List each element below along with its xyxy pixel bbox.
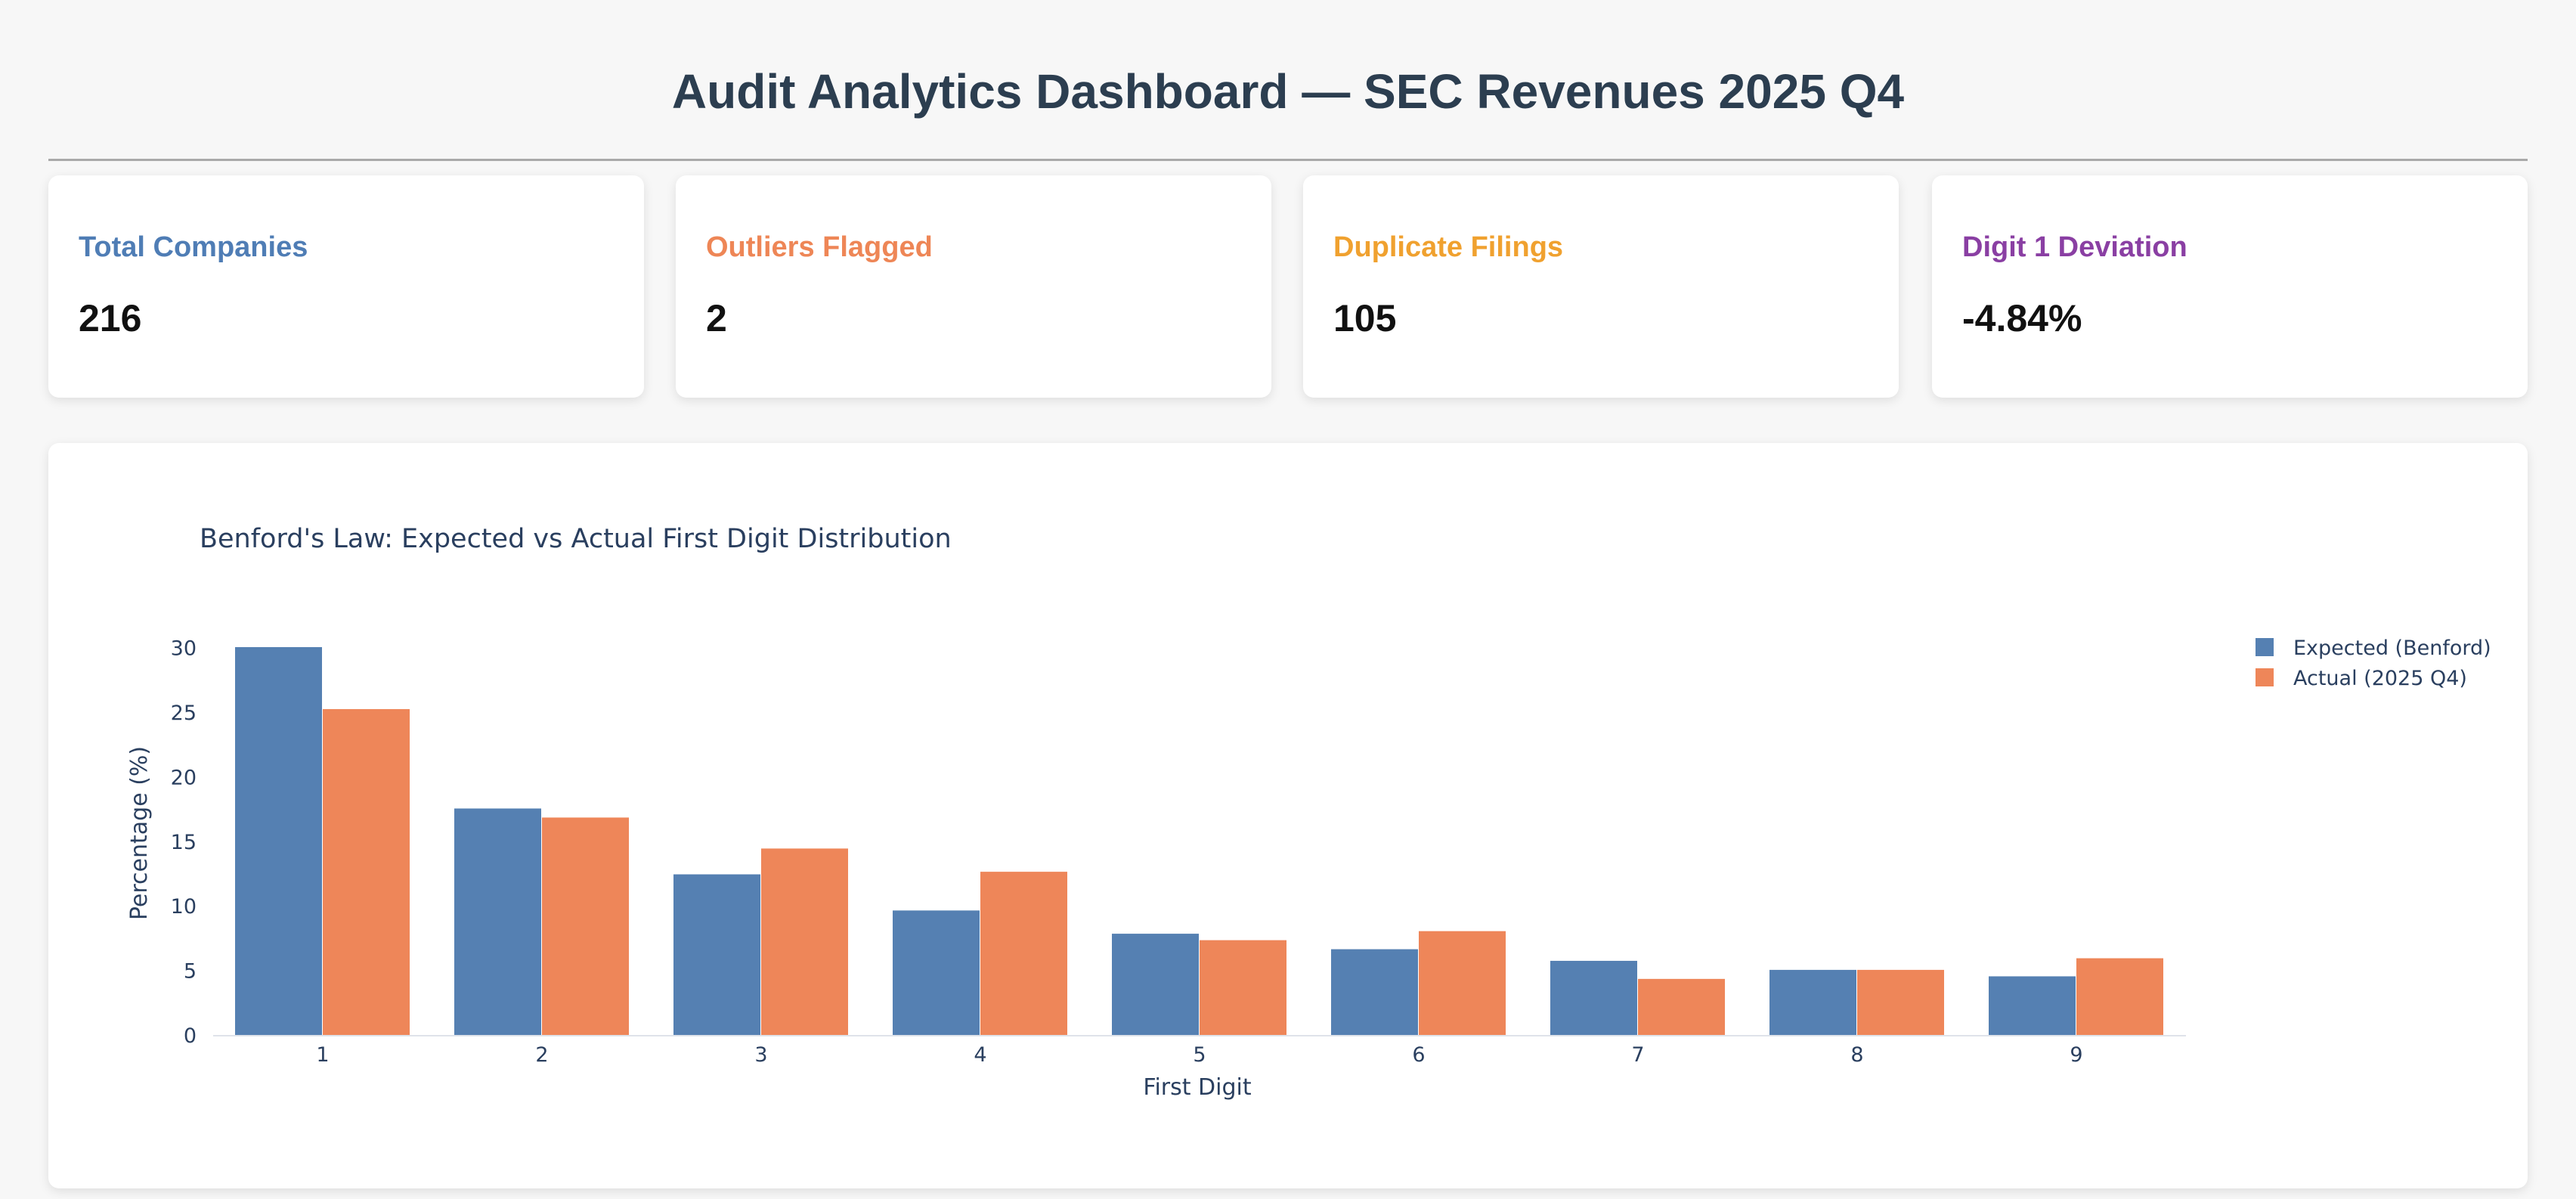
legend-swatch-expected: [2256, 638, 2274, 656]
page-title: Audit Analytics Dashboard — SEC Revenues…: [671, 64, 1905, 119]
x-tick-label: 4: [974, 1043, 986, 1067]
bar-actual[interactable]: [2076, 958, 2163, 1036]
x-tick-label: 7: [1631, 1043, 1644, 1067]
bar-actual[interactable]: [323, 708, 410, 1036]
kpi-card-digit1-deviation: Digit 1 Deviation -4.84%: [1932, 175, 2528, 398]
kpi-label: Outliers Flagged: [706, 231, 933, 263]
y-tick-label: 5: [184, 960, 197, 984]
kpi-label: Total Companies: [79, 231, 308, 263]
bar-expected[interactable]: [1550, 960, 1637, 1036]
x-tick-label: 6: [1412, 1043, 1425, 1067]
kpi-value: 105: [1333, 297, 1397, 339]
legend-label-actual: Actual (2025 Q4): [2293, 667, 2467, 690]
bar-expected[interactable]: [673, 874, 760, 1036]
x-tick-label: 8: [1850, 1043, 1863, 1067]
kpi-card-duplicate-filings: Duplicate Filings 105: [1303, 175, 1899, 398]
kpi-value: -4.84%: [1962, 297, 2082, 339]
bar-expected[interactable]: [235, 647, 322, 1036]
y-tick-label: 20: [171, 766, 197, 789]
x-tick-label: 2: [535, 1043, 548, 1067]
x-tick-label: 3: [754, 1043, 767, 1067]
bar-actual[interactable]: [1638, 978, 1725, 1036]
kpi-card-outliers-flagged: Outliers Flagged 2: [676, 175, 1271, 398]
x-tick-label: 5: [1193, 1043, 1206, 1067]
benford-chart-panel: Benford's Law: Expected vs Actual First …: [48, 443, 2528, 1188]
bar-actual[interactable]: [542, 817, 629, 1036]
chart-title: Benford's Law: Expected vs Actual First …: [200, 524, 952, 554]
bar-expected[interactable]: [1989, 976, 2076, 1036]
x-axis-label: First Digit: [1143, 1074, 1251, 1101]
bar-actual[interactable]: [761, 848, 848, 1036]
kpi-value: 216: [79, 297, 142, 339]
benford-bar-chart: Benford's Law: Expected vs Actual First …: [126, 524, 2491, 1101]
bar-expected[interactable]: [454, 808, 541, 1036]
bar-actual[interactable]: [1200, 940, 1286, 1036]
header-divider: [48, 159, 2528, 161]
y-tick-label: 15: [171, 831, 197, 854]
y-tick-label: 10: [171, 895, 197, 919]
x-tick-label: 1: [316, 1043, 329, 1067]
bar-actual[interactable]: [980, 872, 1067, 1036]
kpi-value: 2: [706, 297, 727, 339]
bar-expected[interactable]: [1769, 969, 1856, 1036]
x-tick-label: 9: [2070, 1043, 2082, 1067]
legend-swatch-actual: [2256, 668, 2274, 686]
kpi-card-total-companies: Total Companies 216: [48, 175, 644, 398]
bar-actual[interactable]: [1857, 969, 1944, 1036]
y-tick-label: 30: [171, 637, 197, 661]
kpi-label: Digit 1 Deviation: [1962, 231, 2187, 263]
y-tick-label: 25: [171, 702, 197, 725]
bar-expected[interactable]: [893, 910, 980, 1036]
kpi-label: Duplicate Filings: [1333, 231, 1564, 263]
bar-expected[interactable]: [1331, 949, 1418, 1036]
chart-legend: Expected (Benford) Actual (2025 Q4): [2256, 637, 2491, 690]
y-tick-label: 0: [184, 1024, 197, 1048]
legend-label-expected: Expected (Benford): [2293, 637, 2491, 660]
y-axis-label: Percentage (%): [126, 746, 153, 920]
bar-actual[interactable]: [1419, 931, 1506, 1036]
bar-expected[interactable]: [1112, 934, 1199, 1036]
